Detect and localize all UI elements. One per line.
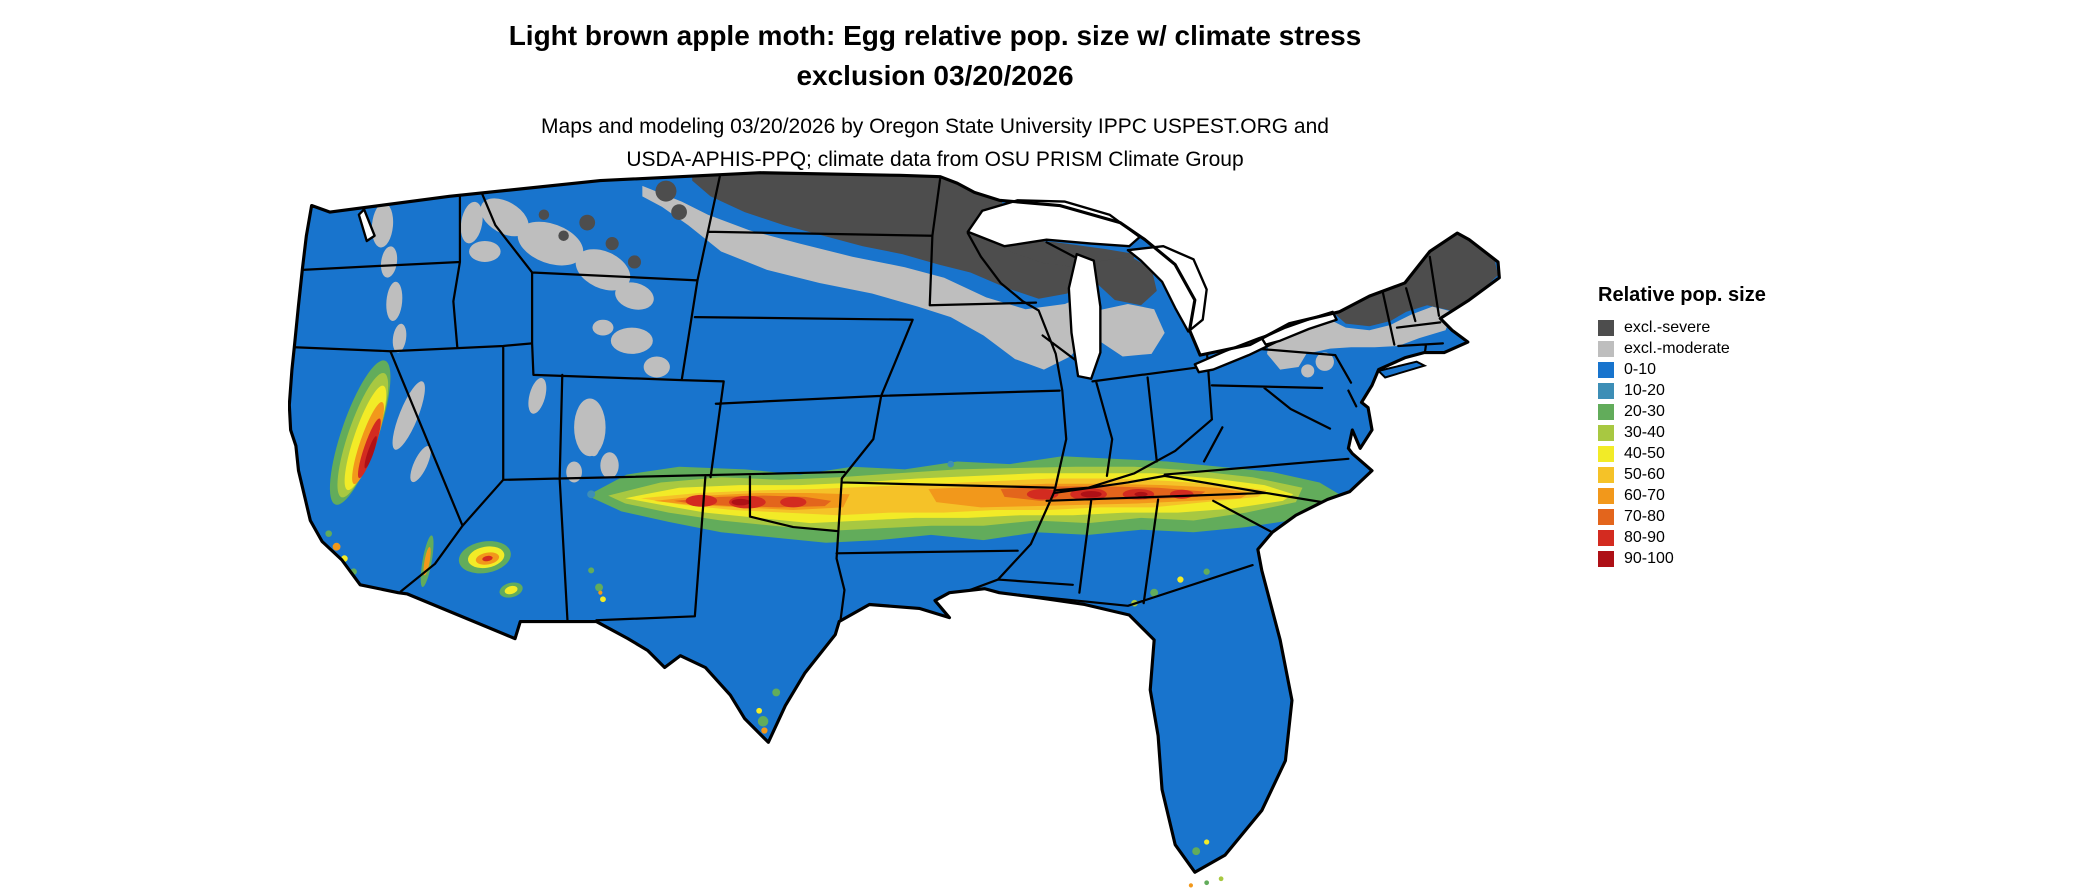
lake-michigan [1067,252,1102,380]
us-outline [288,171,1501,874]
lake-superior [966,199,1141,248]
legend-title: Relative pop. size [1598,284,1766,306]
exclusion-moderate-layer [371,185,1454,483]
legend-swatch [1598,403,1614,420]
us-map [288,170,1561,892]
map-subtitle-line1: Maps and modeling 03/20/2026 by Oregon S… [541,115,1329,138]
lake-huron [1126,245,1208,333]
map-subtitle: Maps and modeling 03/20/2026 by Oregon S… [0,110,1870,176]
legend-label: 0-10 [1624,360,1657,378]
puget-sound [357,208,376,243]
map-title-line1: Light brown apple moth: Egg relative pop… [508,20,1362,51]
us-map-svg [288,171,1501,888]
state-borders [293,174,1445,623]
legend-swatch [1598,445,1614,462]
legend: Relative pop. size excl.-severe excl.-mo… [1598,284,1818,569]
map-title-line2: exclusion 03/20/2026 [796,60,1074,91]
legend-item: excl.-severe [1598,317,1818,338]
legend-swatch [1598,382,1614,399]
legend-item: 40-50 [1598,443,1818,464]
legend-swatch [1598,466,1614,483]
legend-item: 70-80 [1598,506,1818,527]
legend-label: 20-30 [1624,402,1665,420]
legend-label: 60-70 [1624,486,1665,504]
legend-label: 30-40 [1624,423,1665,441]
legend-swatch [1598,508,1614,525]
legend-item: 20-30 [1598,401,1818,422]
florida-keys-dots [1188,876,1224,888]
great-lakes [357,199,1338,380]
lake-ontario [1260,310,1338,346]
long-island [1376,360,1428,379]
legend-swatch [1598,487,1614,504]
title-block: Light brown apple moth: Egg relative pop… [0,16,1870,176]
legend-label: 70-80 [1624,507,1665,525]
legend-label: excl.-severe [1624,318,1711,336]
legend-item: 30-40 [1598,422,1818,443]
legend-swatch [1598,550,1614,567]
legend-swatch [1598,340,1614,357]
legend-swatch [1598,361,1614,378]
map-title: Light brown apple moth: Egg relative pop… [0,16,1870,96]
legend-item: excl.-moderate [1598,338,1818,359]
legend-item: 90-100 [1598,548,1818,569]
legend-item: 10-20 [1598,380,1818,401]
legend-label: 80-90 [1624,528,1665,546]
legend-swatch [1598,424,1614,441]
legend-item: 80-90 [1598,527,1818,548]
legend-label: 10-20 [1624,381,1665,399]
legend-label: 90-100 [1624,549,1674,567]
legend-item: 50-60 [1598,464,1818,485]
map-subtitle-line2: USDA-APHIS-PPQ; climate data from OSU PR… [626,148,1244,171]
california-valley-layer [325,360,391,575]
legend-item: 0-10 [1598,359,1818,380]
legend-swatch [1598,529,1614,546]
legend-swatch [1598,319,1614,336]
legend-label: 40-50 [1624,444,1665,462]
legend-label: excl.-moderate [1624,339,1730,357]
legend-label: 50-60 [1624,465,1665,483]
legend-item: 60-70 [1598,485,1818,506]
